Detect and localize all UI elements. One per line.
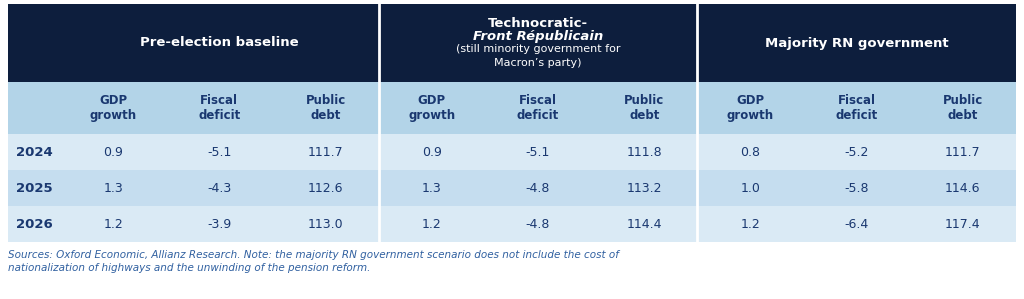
Text: 113.0: 113.0 bbox=[308, 217, 343, 231]
Text: 0.8: 0.8 bbox=[740, 146, 761, 158]
Text: Fiscal
deficit: Fiscal deficit bbox=[199, 94, 241, 122]
Text: nationalization of highways and the unwinding of the pension reform.: nationalization of highways and the unwi… bbox=[8, 263, 371, 273]
Text: Public
debt: Public debt bbox=[305, 94, 346, 122]
Text: -4.8: -4.8 bbox=[525, 217, 550, 231]
Text: 0.9: 0.9 bbox=[422, 146, 441, 158]
Text: 111.7: 111.7 bbox=[945, 146, 981, 158]
Text: 2026: 2026 bbox=[15, 217, 52, 231]
Text: 113.2: 113.2 bbox=[627, 181, 662, 195]
Text: 111.7: 111.7 bbox=[308, 146, 343, 158]
Bar bbox=[8, 134, 1016, 170]
Text: 1.2: 1.2 bbox=[740, 217, 760, 231]
Text: -5.1: -5.1 bbox=[207, 146, 231, 158]
Bar bbox=[8, 170, 1016, 206]
Bar bbox=[8, 206, 1016, 242]
Text: -5.2: -5.2 bbox=[845, 146, 868, 158]
Text: Technocratic-: Technocratic- bbox=[488, 17, 588, 30]
Text: GDP
growth: GDP growth bbox=[409, 94, 456, 122]
Text: Pre-election baseline: Pre-election baseline bbox=[140, 36, 299, 50]
Text: 114.6: 114.6 bbox=[945, 181, 981, 195]
Text: 1.2: 1.2 bbox=[422, 217, 441, 231]
Text: Fiscal
deficit: Fiscal deficit bbox=[517, 94, 559, 122]
Text: -4.8: -4.8 bbox=[525, 181, 550, 195]
Text: 2024: 2024 bbox=[15, 146, 52, 158]
Text: 1.2: 1.2 bbox=[103, 217, 123, 231]
Text: GDP
growth: GDP growth bbox=[89, 94, 136, 122]
Bar bbox=[8, 82, 1016, 134]
Text: 112.6: 112.6 bbox=[308, 181, 343, 195]
Text: 1.3: 1.3 bbox=[103, 181, 123, 195]
Text: Majority RN government: Majority RN government bbox=[765, 36, 948, 50]
Text: -6.4: -6.4 bbox=[845, 217, 868, 231]
Text: 0.9: 0.9 bbox=[103, 146, 123, 158]
Bar bbox=[8, 4, 1016, 82]
Text: Public
debt: Public debt bbox=[624, 94, 665, 122]
Text: Front Républicain: Front Républicain bbox=[473, 30, 603, 43]
Text: 1.3: 1.3 bbox=[422, 181, 441, 195]
Text: (still minority government for: (still minority government for bbox=[456, 45, 621, 54]
Text: 2025: 2025 bbox=[15, 181, 52, 195]
Text: Sources: Oxford Economic, Allianz Research. Note: the majority RN government sce: Sources: Oxford Economic, Allianz Resear… bbox=[8, 250, 618, 260]
Text: -4.3: -4.3 bbox=[207, 181, 231, 195]
Text: Public
debt: Public debt bbox=[943, 94, 983, 122]
Text: Fiscal
deficit: Fiscal deficit bbox=[836, 94, 878, 122]
Text: Macron’s party): Macron’s party) bbox=[495, 57, 582, 68]
Text: -5.1: -5.1 bbox=[525, 146, 550, 158]
Text: -3.9: -3.9 bbox=[207, 217, 231, 231]
Text: -5.8: -5.8 bbox=[845, 181, 869, 195]
Text: 111.8: 111.8 bbox=[627, 146, 663, 158]
Text: GDP
growth: GDP growth bbox=[727, 94, 774, 122]
Text: 114.4: 114.4 bbox=[627, 217, 662, 231]
Text: 1.0: 1.0 bbox=[740, 181, 761, 195]
Text: 117.4: 117.4 bbox=[945, 217, 981, 231]
